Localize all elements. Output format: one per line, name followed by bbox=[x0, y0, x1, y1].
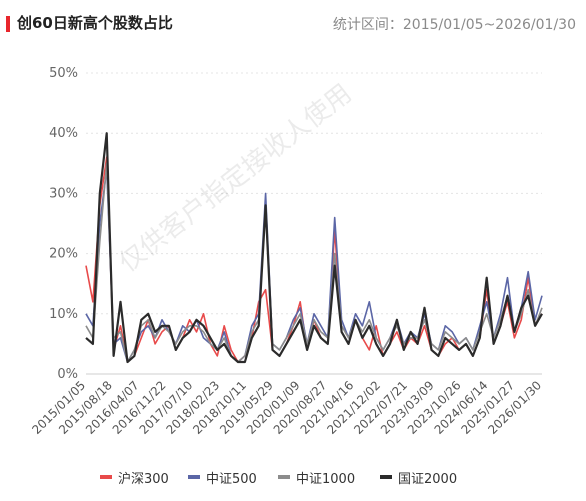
series-line-2 bbox=[85, 168, 543, 363]
title-accent-bar bbox=[6, 16, 10, 32]
date-range: 统计区间：2015/01/05~2026/01/30 bbox=[332, 17, 576, 33]
y-tick-label: 30% bbox=[49, 186, 78, 201]
chart-title: 创60日新高个股数占比 bbox=[17, 14, 173, 32]
y-tick-label: 40% bbox=[49, 126, 78, 141]
series-line-4 bbox=[85, 132, 543, 364]
legend-label: 中证500 bbox=[206, 472, 257, 487]
legend-label: 中证1000 bbox=[296, 472, 356, 487]
legend-label: 沪深300 bbox=[118, 472, 169, 487]
chart-header: 创60日新高个股数占比 统计区间：2015/01/05~2026/01/30 bbox=[6, 10, 580, 38]
legend-label: 国证2000 bbox=[398, 472, 458, 487]
y-tick-label: 0% bbox=[57, 367, 78, 382]
legend-swatch bbox=[100, 475, 112, 479]
legend-swatch bbox=[380, 475, 392, 479]
chart-legend: 沪深300 中证500 中证1000 国证2000 bbox=[100, 464, 500, 488]
line-chart: 0%10%20%30%40%50%2015/01/052015/08/18201… bbox=[29, 66, 544, 437]
legend-swatch bbox=[188, 475, 200, 479]
legend-swatch bbox=[278, 475, 290, 479]
y-tick-label: 20% bbox=[49, 247, 78, 262]
y-tick-label: 50% bbox=[49, 66, 78, 81]
y-tick-label: 10% bbox=[49, 307, 78, 322]
